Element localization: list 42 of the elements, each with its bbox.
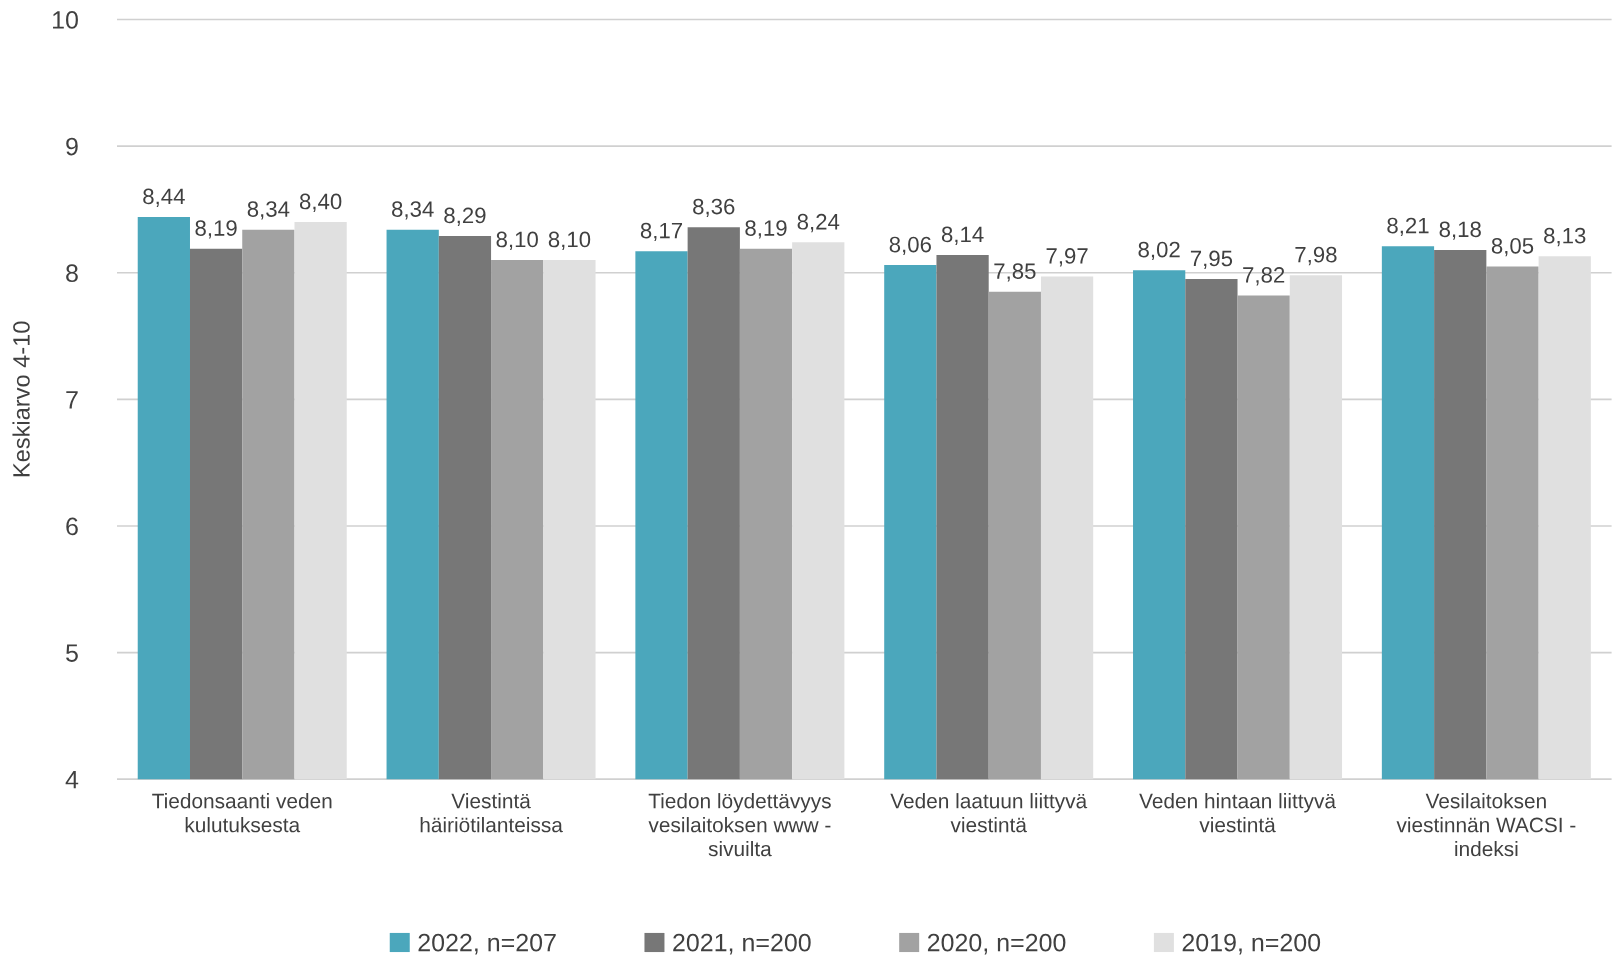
data-label: 8,10 xyxy=(496,231,538,250)
y-tick-label: 7 xyxy=(66,391,78,409)
data-label: 8,06 xyxy=(889,236,931,256)
data-label: 7,82 xyxy=(1243,267,1285,286)
data-label: 8,34 xyxy=(247,201,290,220)
data-label: 8,24 xyxy=(797,213,840,233)
legend-label: 2021, n=200 xyxy=(673,933,811,955)
data-label: 8,34 xyxy=(392,201,434,220)
data-label: 7,97 xyxy=(1046,248,1088,267)
y-tick-label: 10 xyxy=(53,11,78,29)
data-label: 8,19 xyxy=(745,220,787,239)
y-tick-label: 6 xyxy=(66,517,78,536)
data-label: 8,10 xyxy=(548,231,591,250)
data-label: 8,44 xyxy=(143,188,185,207)
x-tick-label: Tiedonsaanti veden kulutuksesta xyxy=(152,793,332,833)
y-axis-title: Keskiarvo 4-10 xyxy=(12,321,30,477)
data-label: 7,98 xyxy=(1295,246,1337,266)
legend-label: 2022, n=207 xyxy=(418,933,556,955)
data-label: 8,13 xyxy=(1544,227,1586,247)
data-label: 8,21 xyxy=(1387,217,1429,237)
y-tick-label: 4 xyxy=(65,771,79,789)
data-label: 8,19 xyxy=(195,220,237,239)
data-label: 7,95 xyxy=(1190,250,1233,269)
data-label: 8,18 xyxy=(1439,221,1481,240)
x-tick-label: Vesilaitoksen viestinnän WACSI - indeksi xyxy=(1396,793,1576,857)
data-label: 8,05 xyxy=(1491,237,1534,257)
x-tick-label: Veden laatuun liittyvä viestintä xyxy=(890,793,1088,833)
data-label: 7,85 xyxy=(994,263,1036,282)
data-label: 8,17 xyxy=(640,222,683,242)
data-label: 8,14 xyxy=(941,226,984,245)
x-tick-label: Tiedon löydettävyys vesilaitoksen www - sivuilta xyxy=(648,793,831,857)
y-tick-label: 8 xyxy=(66,264,78,283)
y-tick-label: 9 xyxy=(66,137,78,156)
x-tick-label: Viestintä häiriötilanteissa xyxy=(420,793,563,833)
data-label: 8,29 xyxy=(444,207,486,226)
legend-label: 2019, n=200 xyxy=(1182,933,1321,955)
data-label: 8,40 xyxy=(299,193,342,212)
legend-label: 2020, n=200 xyxy=(927,933,1066,955)
x-tick-label: Veden hintaan liittyvä viestintä xyxy=(1139,793,1336,833)
y-tick-label: 5 xyxy=(66,644,78,662)
data-label: 8,02 xyxy=(1138,241,1180,261)
data-label: 8,36 xyxy=(693,198,735,218)
